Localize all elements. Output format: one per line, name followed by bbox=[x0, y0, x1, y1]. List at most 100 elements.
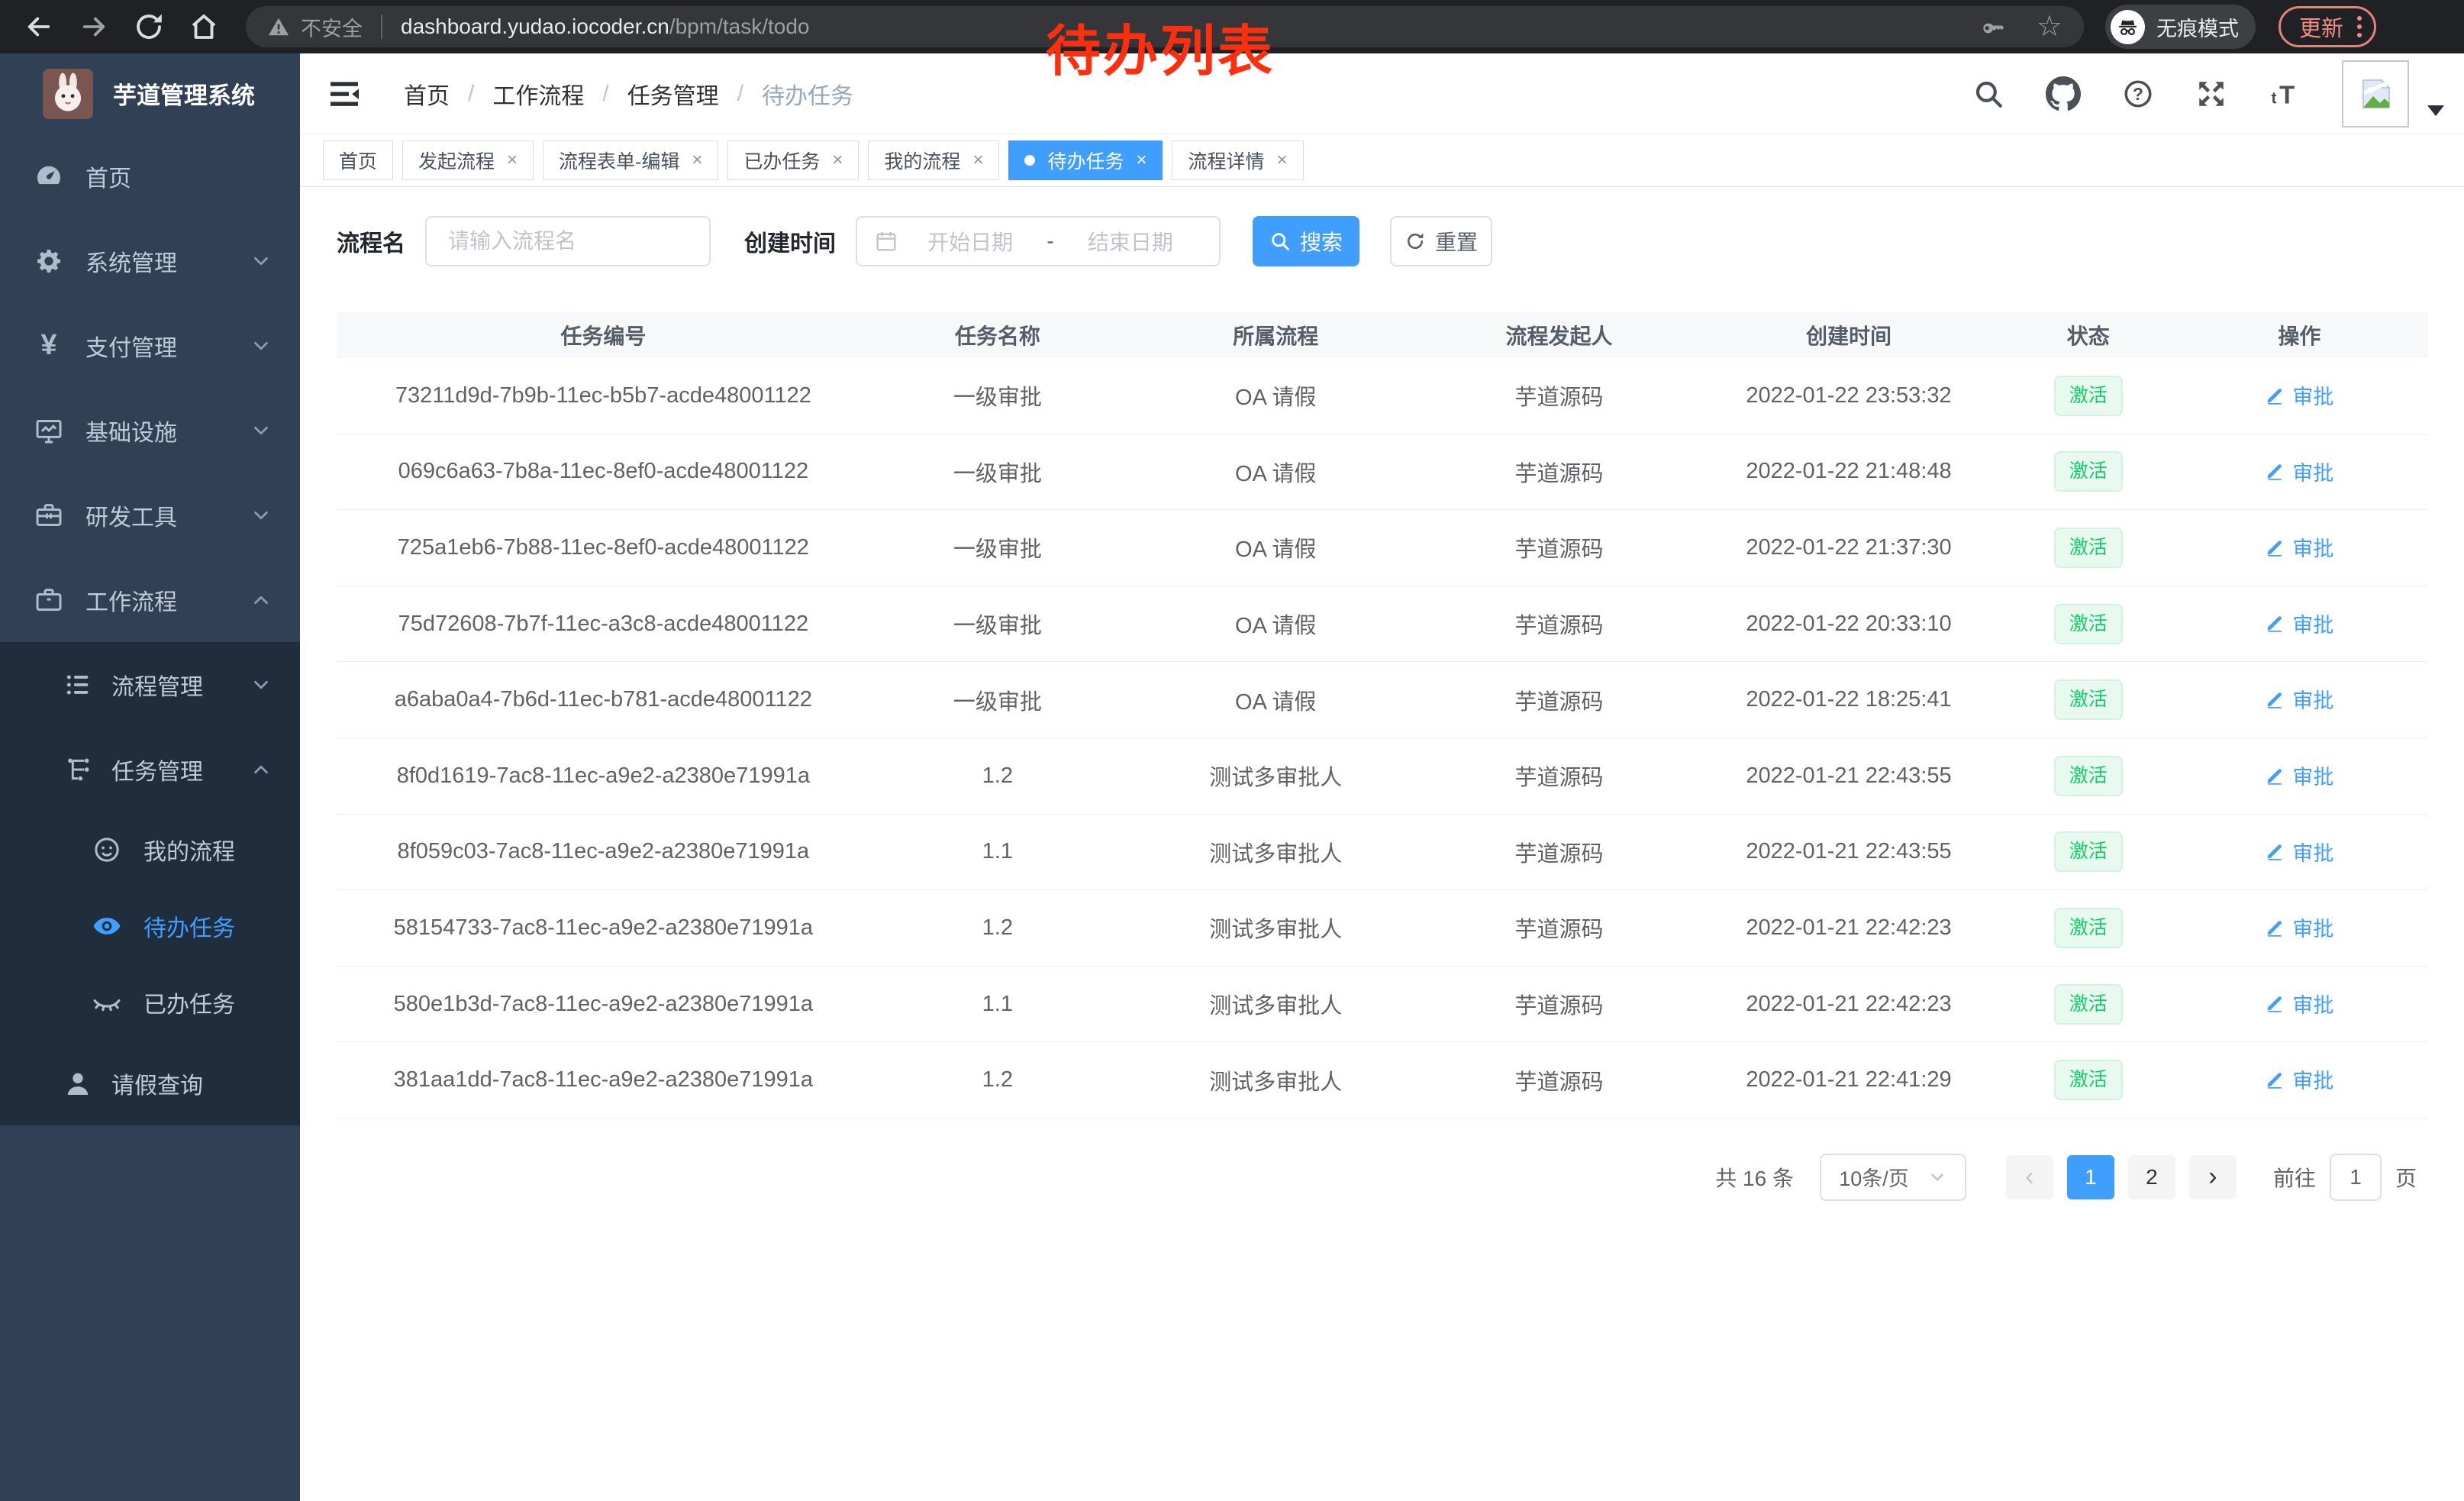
dashboard-icon bbox=[34, 161, 64, 192]
cell-action: 审批 bbox=[2171, 837, 2428, 868]
search-icon[interactable] bbox=[1972, 78, 2004, 110]
update-button[interactable]: 更新 bbox=[2279, 6, 2377, 47]
browser-menu-icon[interactable] bbox=[2357, 16, 2362, 37]
sidebar-item-eye[interactable]: 待办任务 bbox=[0, 888, 300, 964]
reload-icon[interactable] bbox=[133, 11, 165, 43]
tab-item[interactable]: 流程详情 × bbox=[1172, 140, 1304, 180]
bookmark-star-icon[interactable]: ☆ bbox=[2036, 11, 2062, 43]
cell-name: 1.2 bbox=[982, 915, 1013, 940]
active-dot bbox=[1024, 155, 1036, 166]
tab-item[interactable]: 发起流程 × bbox=[402, 140, 534, 180]
date-range-picker[interactable]: 开始日期 - 结束日期 bbox=[856, 216, 1221, 266]
sidebar: 芋道管理系统 首页系统管理 ¥ 支付管理基础设施研发工具 工作流程 流程管理 任务管理我的… bbox=[0, 53, 300, 1501]
approve-link[interactable]: 审批 bbox=[2265, 989, 2333, 1018]
reset-button[interactable]: 重置 bbox=[1390, 216, 1492, 266]
search-button[interactable]: 搜索 bbox=[1253, 216, 1359, 266]
cell-created: 2022-01-22 21:37:30 bbox=[1746, 534, 1952, 560]
breadcrumb-item[interactable]: 首页 bbox=[404, 83, 450, 109]
sidebar-item-monitor[interactable]: 基础设施 bbox=[0, 388, 300, 473]
approve-link[interactable]: 审批 bbox=[2265, 532, 2333, 562]
close-icon[interactable]: × bbox=[972, 150, 984, 170]
approve-link[interactable]: 审批 bbox=[2265, 760, 2333, 790]
chevron-down-icon[interactable] bbox=[2427, 105, 2444, 116]
table-row: 58154733-7ac8-11ec-a9e2-a2380e71991a 1.2 测… bbox=[337, 890, 2428, 967]
approve-label: 审批 bbox=[2292, 537, 2334, 561]
prev-page-button[interactable]: ‹ bbox=[2005, 1154, 2053, 1199]
sidebar-item-label: 我的流程 bbox=[144, 840, 235, 865]
close-icon[interactable]: × bbox=[832, 150, 843, 170]
sidebar-item-label: 基础设施 bbox=[85, 420, 177, 446]
sidebar-item-toolbox[interactable]: 研发工具 bbox=[0, 473, 300, 557]
approve-label: 审批 bbox=[2292, 386, 2334, 409]
tab-item[interactable]: 首页 bbox=[323, 140, 394, 180]
tab-item[interactable]: 流程表单-编辑 × bbox=[543, 140, 719, 180]
sidebar-item-label: 首页 bbox=[85, 166, 131, 192]
breadcrumb-item[interactable]: 任务管理 bbox=[627, 83, 719, 109]
tab-item[interactable]: 已办任务 × bbox=[727, 140, 859, 180]
approve-link[interactable]: 审批 bbox=[2265, 608, 2333, 638]
fullscreen-icon[interactable] bbox=[2195, 78, 2227, 110]
table-row: a6aba0a4-7b6d-11ec-b781-acde48001122 一级审批… bbox=[337, 662, 2428, 738]
next-page-button[interactable]: › bbox=[2188, 1154, 2237, 1199]
cell-created: 2022-01-22 20:33:10 bbox=[1746, 611, 1952, 636]
close-icon[interactable]: × bbox=[692, 150, 703, 170]
sidebar-item-yen[interactable]: ¥ 支付管理 bbox=[0, 303, 300, 388]
cell-starter: 芋道源码 bbox=[1514, 841, 1604, 867]
breadcrumb-item[interactable]: 工作流程 bbox=[492, 83, 585, 109]
goto-page-input[interactable] bbox=[2329, 1153, 2382, 1201]
status-badge: 激活 bbox=[2053, 679, 2123, 721]
sidebar-item-face[interactable]: 我的流程 bbox=[0, 812, 300, 888]
page-button[interactable]: 1 bbox=[2066, 1154, 2114, 1199]
sidebar-item-eye-closed[interactable]: 已办任务 bbox=[0, 964, 300, 1041]
key-icon[interactable] bbox=[1980, 14, 2006, 40]
forward-icon[interactable] bbox=[78, 11, 110, 43]
hamburger-icon[interactable] bbox=[326, 76, 363, 112]
help-icon[interactable]: ? bbox=[2122, 78, 2154, 110]
close-icon[interactable]: × bbox=[1276, 150, 1288, 170]
github-icon[interactable] bbox=[2046, 76, 2081, 111]
cell-created: 2022-01-21 22:43:55 bbox=[1746, 763, 1952, 788]
sidebar-item-label: 请假查询 bbox=[111, 1073, 203, 1099]
sidebar-item-gear[interactable]: 系统管理 bbox=[0, 218, 300, 303]
sidebar-item-person[interactable]: 请假查询 bbox=[0, 1041, 300, 1125]
cell-action: 审批 bbox=[2171, 912, 2428, 944]
approve-link[interactable]: 审批 bbox=[2265, 912, 2333, 942]
cell-starter: 芋道源码 bbox=[1514, 386, 1604, 411]
column-header: 状态 bbox=[2066, 324, 2110, 348]
page-size-select[interactable]: 10条/页 bbox=[1819, 1153, 1966, 1201]
edit-pen-icon bbox=[2265, 841, 2285, 861]
address-divider bbox=[381, 15, 382, 39]
page-button[interactable]: 2 bbox=[2127, 1154, 2175, 1199]
tab-item[interactable]: 待办任务 × bbox=[1008, 140, 1163, 180]
process-name-input[interactable] bbox=[425, 216, 711, 266]
address-bar[interactable]: 不安全 dashboard.yudao.iocoder.cn/bpm/task/… bbox=[246, 6, 2084, 47]
sidebar-item-tree[interactable]: 任务管理 bbox=[0, 727, 300, 812]
sidebar-item-briefcase[interactable]: 工作流程 bbox=[0, 557, 300, 642]
table-row: 8f0d1619-7ac8-11ec-a9e2-a2380e71991a 1.2 测… bbox=[337, 738, 2428, 815]
tab-item[interactable]: 我的流程 × bbox=[868, 140, 1000, 180]
url-text: dashboard.yudao.iocoder.cn/bpm/task/todo bbox=[401, 15, 809, 39]
avatar[interactable] bbox=[2342, 60, 2409, 128]
tree-icon bbox=[63, 754, 93, 785]
logo-row[interactable]: 芋道管理系统 bbox=[0, 53, 300, 134]
back-icon[interactable] bbox=[23, 11, 55, 43]
approve-link[interactable]: 审批 bbox=[2265, 457, 2333, 486]
approve-link[interactable]: 审批 bbox=[2265, 380, 2333, 410]
cell-action: 审批 bbox=[2171, 684, 2428, 715]
approve-link[interactable]: 审批 bbox=[2265, 837, 2333, 867]
home-icon[interactable] bbox=[188, 11, 220, 43]
breadcrumb-item[interactable]: 待办任务 bbox=[762, 83, 854, 109]
close-icon[interactable]: × bbox=[1136, 150, 1147, 170]
approve-link[interactable]: 审批 bbox=[2265, 684, 2333, 714]
close-icon[interactable]: × bbox=[507, 150, 518, 170]
approve-link[interactable]: 审批 bbox=[2265, 1064, 2333, 1094]
sidebar-item-list[interactable]: 流程管理 bbox=[0, 642, 300, 727]
sidebar-item-dashboard[interactable]: 首页 bbox=[0, 134, 300, 218]
cell-process: OA 请假 bbox=[1235, 537, 1317, 563]
cell-starter: 芋道源码 bbox=[1514, 1070, 1604, 1095]
table-row: 725a1eb6-7b88-11ec-8ef0-acde48001122 一级审批… bbox=[337, 510, 2428, 586]
approve-label: 审批 bbox=[2292, 766, 2334, 789]
reset-button-label: 重置 bbox=[1434, 231, 1478, 254]
